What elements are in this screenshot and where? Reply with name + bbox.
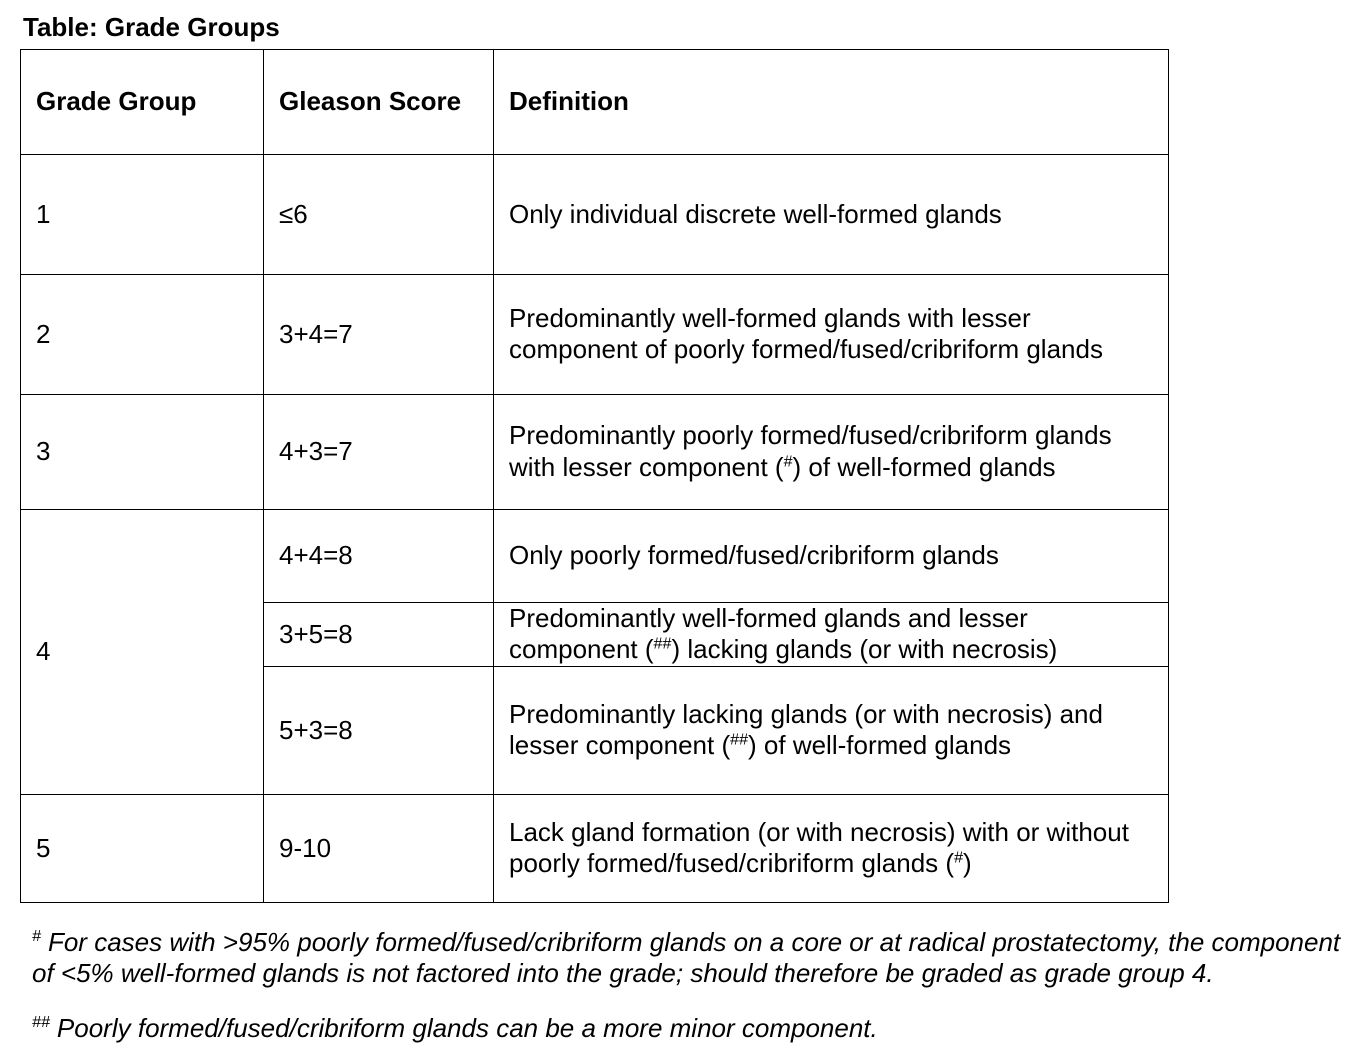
grade-group-cell: 5 (20, 793, 264, 903)
gleason-score-cell: 3+5=8 (263, 601, 494, 667)
definition-text: Lack gland formation (or with necrosis) … (509, 816, 1129, 879)
footnote-hash: # For cases with >95% poorly formed/fused… (32, 927, 1349, 990)
grade-groups-table: Grade Group Gleason Score Definition 1 ≤… (20, 48, 1169, 903)
footnote-marker-hash: # (783, 451, 793, 470)
definition-text: Predominantly well-formed glands and les… (509, 602, 1028, 665)
gleason-score-cell: 9-10 (263, 793, 494, 903)
footnote-text: For cases with >95% poorly formed/fused/… (32, 926, 1341, 989)
definition-cell: Predominantly lacking glands (or with ne… (493, 665, 1169, 795)
footnotes-section: # For cases with >95% poorly formed/fused… (32, 927, 1349, 1045)
column-header-gleason-score: Gleason Score (263, 48, 494, 155)
gleason-score-cell: 4+4=8 (263, 508, 494, 603)
footnote-text: Poorly formed/fused/cribriform glands ca… (56, 1013, 878, 1044)
grade-group-cell-spanned: 4 (20, 508, 264, 795)
definition-text: ) lacking glands (or with necrosis) (671, 634, 1058, 665)
footnote-marker-hash: # (954, 848, 964, 867)
table-row: 2 3+4=7 Predominantly well-formed glands… (20, 273, 1169, 395)
definition-text: ) of well-formed glands (792, 451, 1056, 482)
table-header-row: Grade Group Gleason Score Definition (20, 48, 1169, 155)
gleason-score-cell: 5+3=8 (263, 665, 494, 795)
grade-group-cell: 3 (20, 393, 264, 510)
footnote-marker-double-hash: ## (653, 634, 672, 653)
footnote-marker-double-hash: ## (32, 1013, 50, 1032)
grade-group-cell: 1 (20, 153, 264, 275)
definition-cell: Predominantly poorly formed/fused/cribri… (493, 393, 1169, 510)
column-header-grade-group: Grade Group (20, 48, 264, 155)
definition-cell: Only individual discrete well-formed gla… (493, 153, 1169, 275)
table-row: 5+3=8 Predominantly lacking glands (or w… (21, 665, 1169, 795)
table-row: 1 ≤6 Only individual discrete well-forme… (20, 153, 1169, 275)
footnote-marker-double-hash: ## (730, 730, 749, 749)
footnote-marker-hash: # (32, 926, 41, 945)
definition-cell: Only poorly formed/fused/cribriform glan… (493, 508, 1169, 603)
definition-text: ) (963, 848, 972, 879)
definition-cell: Predominantly well-formed glands and les… (493, 601, 1169, 667)
column-header-definition: Definition (493, 48, 1169, 155)
page-title: Table: Grade Groups (23, 12, 280, 42)
definition-text: Predominantly lacking glands (or with ne… (509, 698, 1103, 761)
gleason-score-cell: 3+4=7 (263, 273, 494, 395)
definition-text: Predominantly poorly formed/fused/cribri… (509, 420, 1112, 482)
definition-cell: Lack gland formation (or with necrosis) … (493, 793, 1169, 903)
table-row: 5 9-10 Lack gland formation (or with nec… (20, 793, 1169, 903)
footnote-double-hash: ## Poorly formed/fused/cribriform glands … (32, 1013, 1349, 1045)
gleason-score-cell: ≤6 (263, 153, 494, 275)
definition-cell: Predominantly well-formed glands with le… (493, 273, 1169, 395)
grade-group-cell: 2 (20, 273, 264, 395)
gleason-score-cell: 4+3=7 (263, 393, 494, 510)
table-row: 3+5=8 Predominantly well-formed glands a… (21, 601, 1169, 667)
definition-text: ) of well-formed glands (748, 730, 1012, 761)
table-row: 4 4+4=8 Only poorly formed/fused/cribrif… (20, 508, 1169, 795)
table-row: 3 4+3=7 Predominantly poorly formed/fuse… (20, 393, 1169, 510)
